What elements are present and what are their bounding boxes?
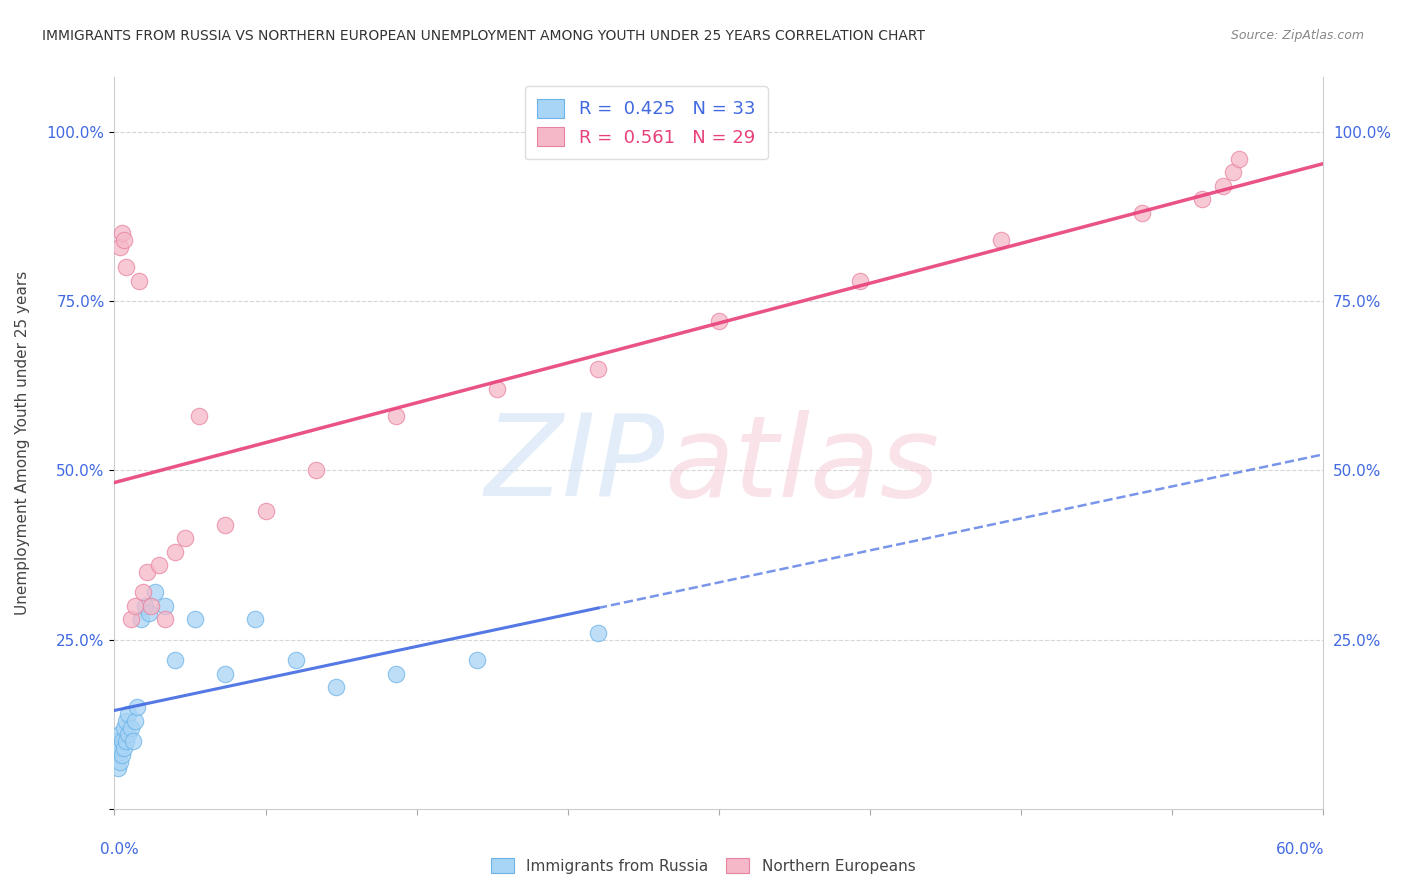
Point	[117, 727, 139, 741]
Point	[486, 382, 509, 396]
Point	[110, 727, 132, 741]
Point	[385, 409, 408, 424]
Point	[153, 599, 176, 613]
Point	[1130, 206, 1153, 220]
Text: atlas: atlas	[665, 409, 939, 521]
Point	[174, 531, 197, 545]
Text: ZIP: ZIP	[484, 409, 665, 521]
Point	[163, 544, 186, 558]
Point	[114, 741, 136, 756]
Point	[465, 653, 488, 667]
Point	[105, 747, 128, 762]
Point	[125, 700, 148, 714]
Point	[124, 599, 146, 613]
Point	[586, 626, 609, 640]
Point	[110, 755, 132, 769]
Point	[990, 233, 1012, 247]
Point	[385, 666, 408, 681]
Point	[284, 653, 307, 667]
Point	[128, 274, 150, 288]
Point	[115, 734, 138, 748]
Text: Source: ZipAtlas.com: Source: ZipAtlas.com	[1230, 29, 1364, 42]
Point	[111, 226, 134, 240]
Point	[707, 314, 730, 328]
Point	[214, 666, 236, 681]
Point	[325, 680, 347, 694]
Text: IMMIGRANTS FROM RUSSIA VS NORTHERN EUROPEAN UNEMPLOYMENT AMONG YOUTH UNDER 25 YE: IMMIGRANTS FROM RUSSIA VS NORTHERN EUROP…	[42, 29, 925, 43]
Point	[117, 707, 139, 722]
Point	[849, 274, 872, 288]
Point	[586, 361, 609, 376]
Point	[115, 714, 138, 728]
Point	[305, 463, 328, 477]
Point	[110, 240, 132, 254]
Point	[1191, 193, 1213, 207]
Point	[184, 612, 207, 626]
Point	[111, 734, 134, 748]
Point	[134, 599, 156, 613]
Point	[153, 612, 176, 626]
Point	[107, 761, 129, 775]
Point	[135, 565, 157, 579]
Point	[1222, 165, 1244, 179]
Point	[110, 741, 132, 756]
Point	[107, 741, 129, 756]
Y-axis label: Unemployment Among Youth under 25 years: Unemployment Among Youth under 25 years	[15, 271, 30, 615]
Point	[105, 734, 128, 748]
Point	[245, 612, 267, 626]
Point	[214, 517, 236, 532]
Point	[131, 585, 153, 599]
Point	[138, 606, 160, 620]
Point	[1227, 152, 1250, 166]
Point	[148, 558, 170, 573]
Legend: Immigrants from Russia, Northern Europeans: Immigrants from Russia, Northern Europea…	[485, 852, 921, 880]
Point	[143, 585, 166, 599]
Legend: R =  0.425   N = 33, R =  0.561   N = 29: R = 0.425 N = 33, R = 0.561 N = 29	[524, 87, 768, 160]
Text: 0.0%: 0.0%	[100, 842, 139, 856]
Point	[111, 747, 134, 762]
Point	[188, 409, 211, 424]
Point	[120, 721, 142, 735]
Point	[124, 714, 146, 728]
Point	[114, 233, 136, 247]
Point	[120, 612, 142, 626]
Text: 60.0%: 60.0%	[1277, 842, 1324, 856]
Point	[1212, 178, 1234, 193]
Point	[139, 599, 162, 613]
Point	[115, 260, 138, 274]
Point	[163, 653, 186, 667]
Point	[121, 734, 143, 748]
Point	[129, 612, 152, 626]
Point	[114, 721, 136, 735]
Point	[254, 504, 277, 518]
